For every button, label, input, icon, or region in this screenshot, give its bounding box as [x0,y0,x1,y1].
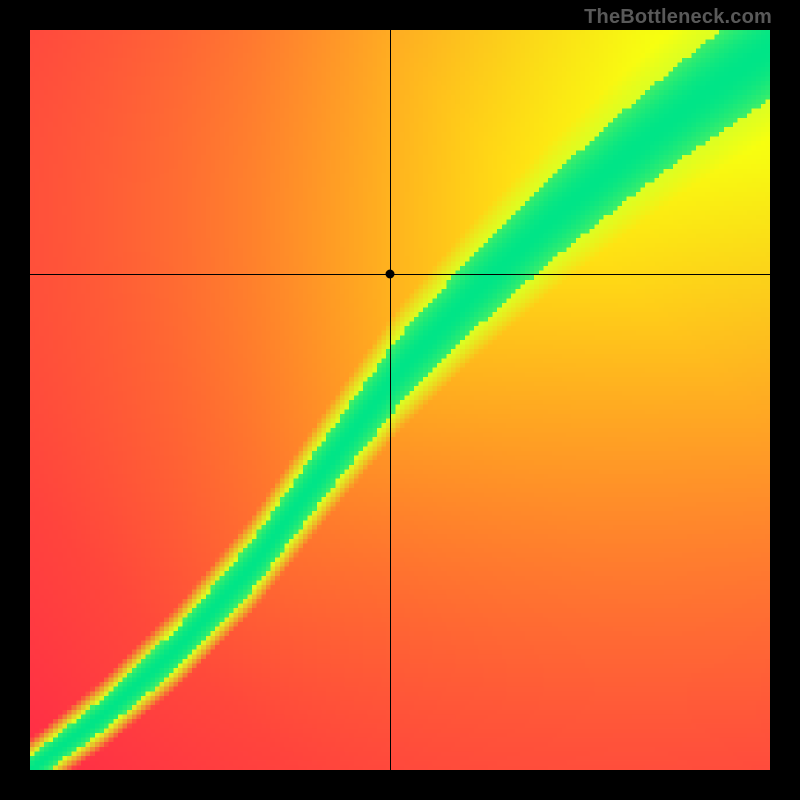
heatmap-canvas [30,30,770,770]
watermark-text: TheBottleneck.com [584,6,772,29]
data-point-marker [386,270,395,279]
heatmap-plot [30,30,770,770]
crosshair-horizontal [30,274,770,275]
crosshair-vertical [390,30,391,770]
